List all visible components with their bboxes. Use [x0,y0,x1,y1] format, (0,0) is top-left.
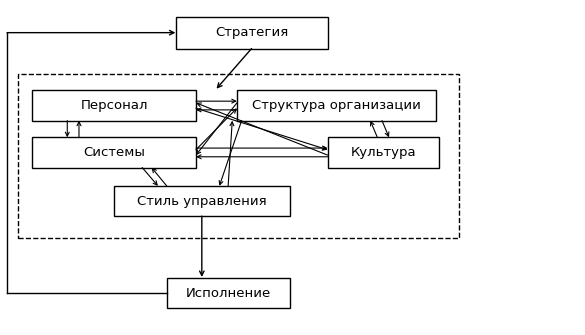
Text: Стиль управления: Стиль управления [137,195,267,207]
FancyBboxPatch shape [32,90,196,121]
Text: Исполнение: Исполнение [185,287,271,299]
Text: Культура: Культура [350,146,416,159]
FancyBboxPatch shape [167,278,290,308]
FancyBboxPatch shape [114,186,290,216]
Text: Структура организации: Структура организации [252,99,421,112]
FancyBboxPatch shape [32,137,196,168]
FancyBboxPatch shape [176,17,328,49]
FancyBboxPatch shape [237,90,436,121]
Text: Системы: Системы [83,146,145,159]
FancyBboxPatch shape [328,137,439,168]
Text: Стратегия: Стратегия [215,26,288,39]
Text: Персонал: Персонал [80,99,148,112]
